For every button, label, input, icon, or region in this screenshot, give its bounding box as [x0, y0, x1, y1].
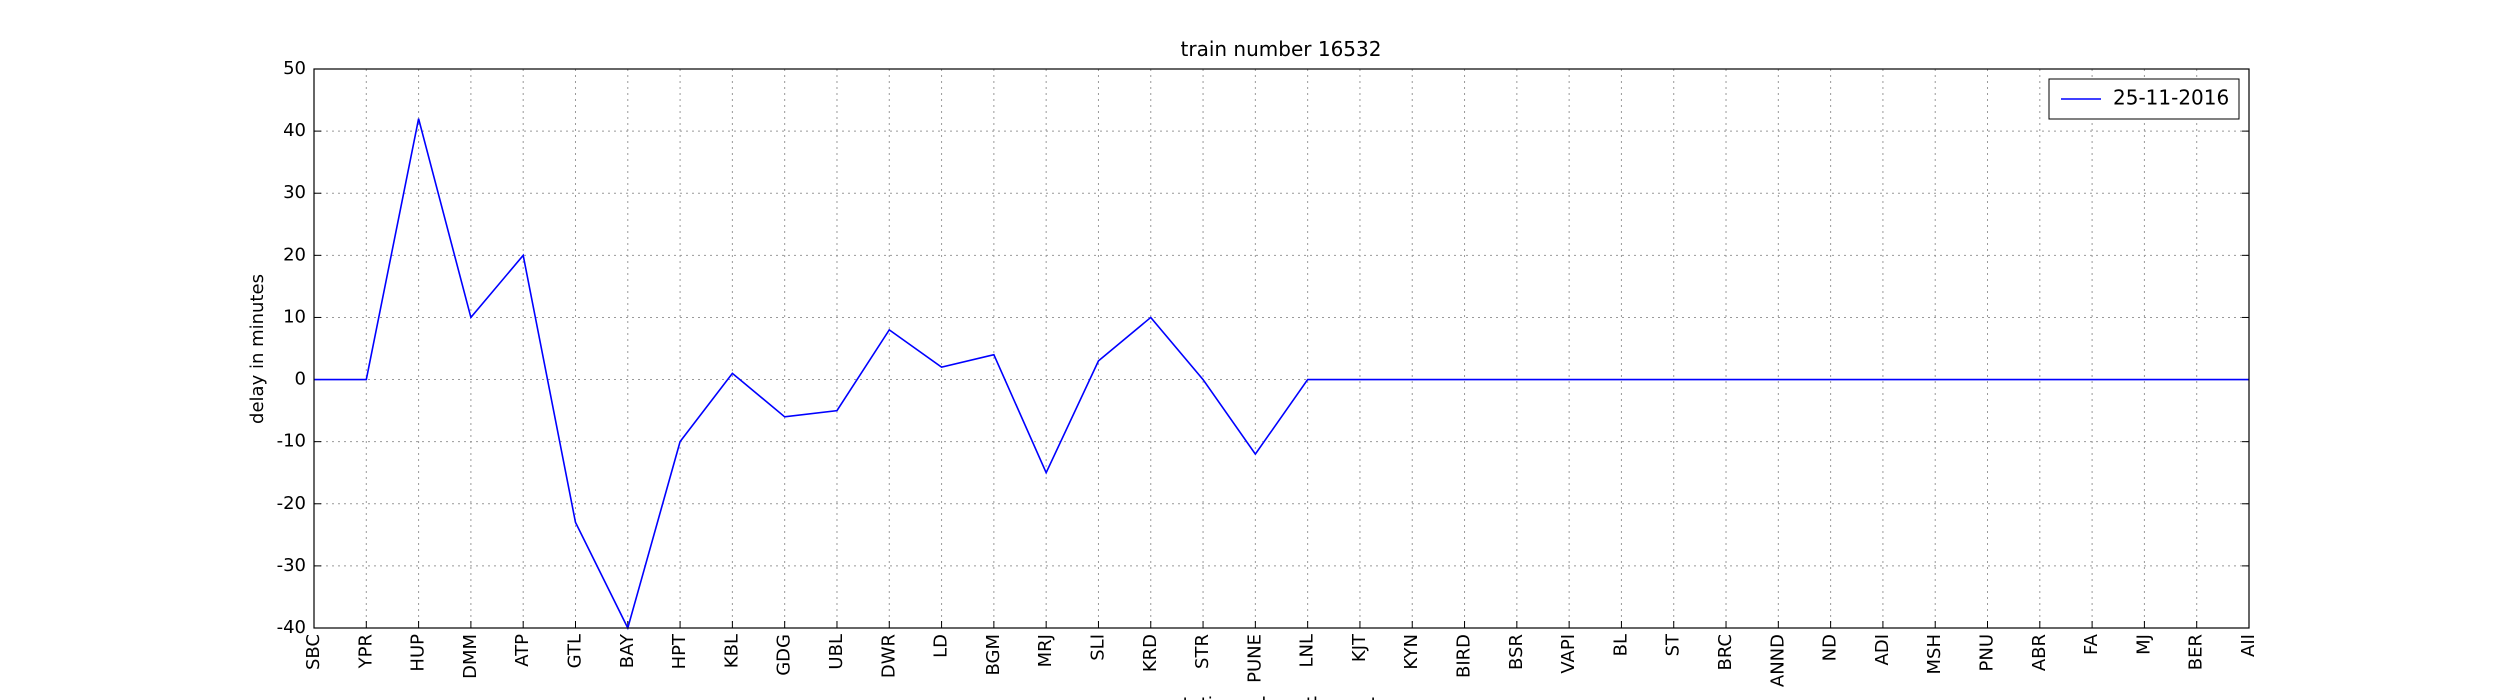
x-tick-label: SBC [303, 634, 324, 670]
x-tick-label: HPT [669, 633, 690, 669]
x-tick-label: KJT [1349, 633, 1370, 662]
x-tick-label: AII [2238, 634, 2259, 657]
x-tick-label: KBL [721, 634, 742, 668]
x-tick-label: BL [1610, 634, 1631, 656]
x-tick-label: BSR [1506, 634, 1527, 670]
plot-frame [313, 68, 2250, 629]
x-tick-label: MSH [1924, 634, 1945, 675]
x-tick-label: MJ [2133, 634, 2154, 655]
x-tick-label: UBL [826, 634, 847, 670]
x-tick-label: KYN [1401, 634, 1422, 670]
y-tick-label: -20 [277, 493, 306, 514]
x-tick-label: LD [931, 634, 952, 658]
x-tick-label: ANND [1767, 634, 1788, 687]
x-tick-label: FA [2081, 633, 2102, 655]
x-tick-label: DWR [878, 634, 899, 678]
y-tick-label: 10 [283, 306, 306, 327]
y-tick-label: -30 [277, 555, 306, 576]
x-tick-label: GTL [564, 634, 585, 668]
x-tick-label: LNL [1297, 634, 1318, 668]
x-tick-label: BER [2186, 634, 2207, 670]
x-tick-label: ST [1663, 633, 1684, 656]
x-tick-label: MRJ [1035, 634, 1056, 667]
x-tick-label: STR [1192, 634, 1213, 669]
y-tick-label: -10 [277, 431, 306, 452]
legend-label: 25-11-2016 [2113, 86, 2229, 110]
y-tick-label: -40 [277, 617, 306, 638]
x-tick-label: SLI [1087, 634, 1108, 661]
x-tick-label: DMM [460, 634, 481, 679]
x-tick-label: PUNE [1244, 634, 1265, 683]
y-tick-label: 30 [283, 182, 306, 203]
x-tick-label: VAPI [1558, 634, 1579, 674]
x-tick-label: BAY [617, 633, 638, 668]
x-tick-label: GDG [774, 634, 795, 676]
x-tick-label: ADI [1872, 634, 1893, 665]
x-tick-label: ABR [2029, 634, 2050, 671]
x-tick-label: KRD [1140, 634, 1161, 672]
x-tick-label: ND [1820, 634, 1841, 661]
x-tick-label: ATP [512, 634, 533, 667]
x-tick-label: PNU [1977, 634, 1998, 672]
chart-title: train number 16532 [1181, 37, 1382, 61]
x-tick-label: HUP [408, 634, 429, 672]
y-tick-label: 20 [283, 244, 306, 265]
y-tick-label: 50 [283, 58, 306, 79]
y-tick-label: 40 [283, 120, 306, 141]
x-tick-label: BGM [983, 634, 1004, 676]
x-tick-label: BIRD [1454, 634, 1475, 678]
y-tick-label: 0 [295, 369, 306, 390]
y-axis-label: delay in minutes [247, 274, 268, 424]
x-axis-label: stations along the route [1173, 694, 1388, 700]
data-line [314, 118, 2249, 631]
x-tick-label: BRC [1715, 634, 1736, 671]
x-tick-label: YPR [355, 634, 376, 669]
